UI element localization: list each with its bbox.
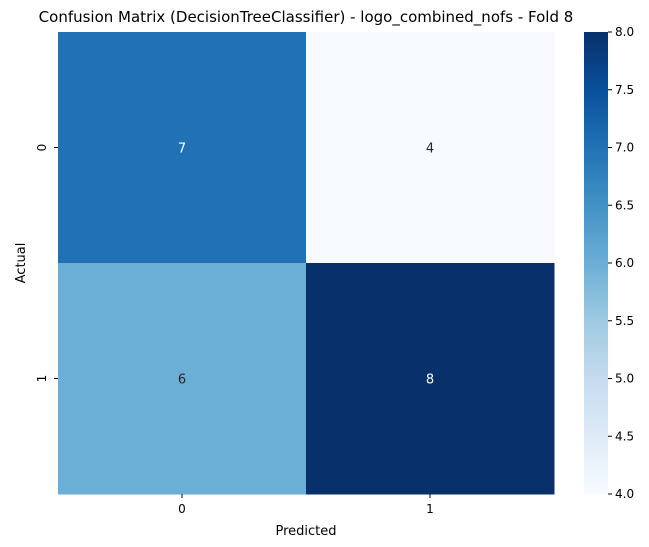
chart-title: Confusion Matrix (DecisionTreeClassifier… <box>39 8 574 27</box>
x-axis-label: Predicted <box>275 524 336 539</box>
x-tick-label: 0 <box>178 502 186 516</box>
heatmap-cell-labels: 7 4 6 8 <box>178 142 434 388</box>
cell-value-label: 6 <box>178 373 186 388</box>
heatmap-cell <box>306 263 555 495</box>
colorbar-tick-label: 7.5 <box>615 83 634 97</box>
heatmap-cell <box>306 32 555 264</box>
colorbar-tick-label: 4.0 <box>615 487 634 501</box>
heatmap-cell <box>58 32 307 264</box>
y-tick-label: 1 <box>35 375 49 383</box>
heatmap-cells <box>58 32 555 495</box>
colorbar-tick-label: 4.5 <box>615 429 634 443</box>
y-tick-label: 0 <box>35 144 49 152</box>
colorbar-ticks: 4.0 4.5 5.0 5.5 6.0 6.5 7.0 7.5 8.0 <box>608 25 634 501</box>
colorbar-tick-label: 6.0 <box>615 256 634 270</box>
heatmap-cell <box>58 263 307 495</box>
colorbar-tick-label: 6.5 <box>615 198 634 212</box>
y-axis-label: Actual <box>14 243 29 284</box>
colorbar-tick-label: 5.5 <box>615 314 634 328</box>
cell-value-label: 8 <box>426 373 434 388</box>
x-tick-label: 1 <box>426 502 434 516</box>
colorbar <box>584 32 608 494</box>
cell-value-label: 4 <box>426 142 434 157</box>
colorbar-tick-label: 5.0 <box>615 372 634 386</box>
colorbar-tick-label: 7.0 <box>615 141 634 155</box>
y-axis-ticks: 01 <box>35 144 58 383</box>
cell-value-label: 7 <box>178 142 186 157</box>
colorbar-tick-label: 8.0 <box>615 25 634 39</box>
